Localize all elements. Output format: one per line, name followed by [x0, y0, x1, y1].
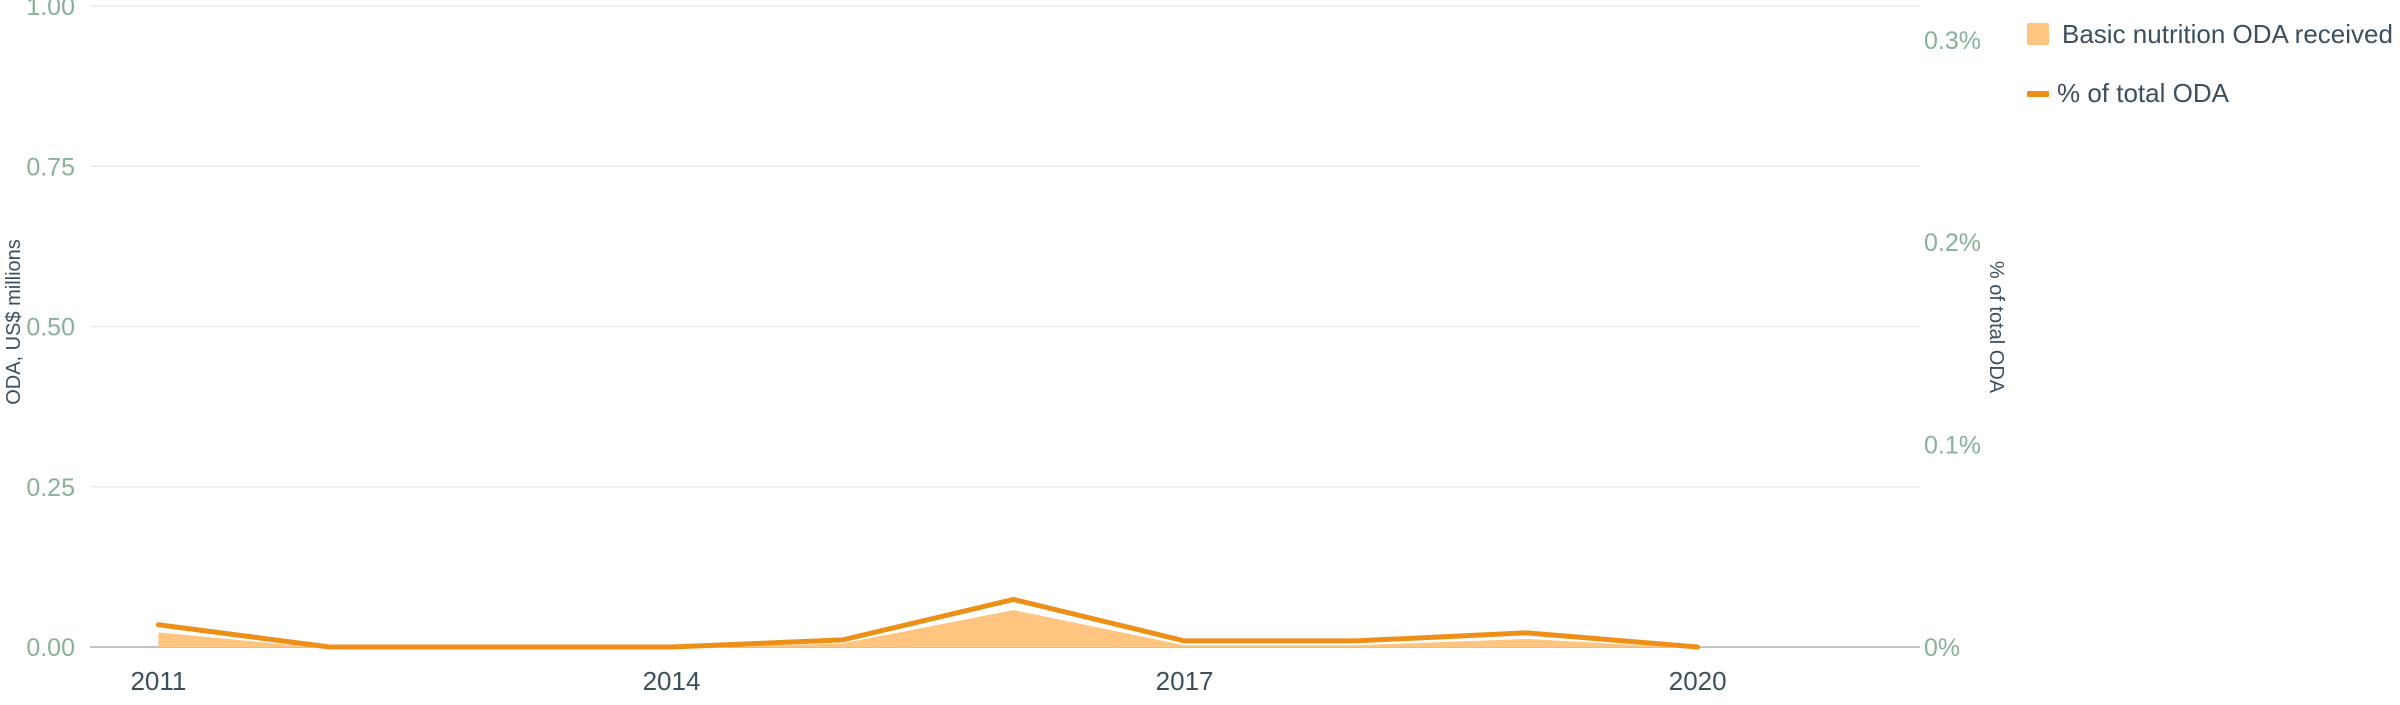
line-series	[148, 589, 1708, 657]
area-fill	[158, 608, 1698, 647]
line-point[interactable]	[490, 637, 510, 657]
legend-swatch-line	[2027, 91, 2049, 97]
right-axis-ticks: 0% 0.1% 0.2% 0.3%	[1924, 27, 1981, 662]
pct-line	[155, 596, 1701, 650]
x-tick-label: 2011	[130, 666, 186, 696]
line-point[interactable]	[1517, 623, 1537, 643]
legend-item-area[interactable]: Basic nutrition ODA received	[2027, 19, 2393, 49]
x-axis-ticks: 2011 2014 2017 2020	[130, 666, 1726, 696]
line-point[interactable]	[1688, 637, 1708, 657]
left-axis-title: ODA, US$ millions	[3, 239, 25, 405]
left-tick-label: 0.25	[26, 474, 75, 502]
line-point[interactable]	[1346, 631, 1366, 651]
left-tick-label: 0.00	[26, 634, 75, 662]
grid	[90, 5, 1920, 648]
line-point[interactable]	[1175, 631, 1195, 651]
left-tick-label: 0.75	[26, 153, 75, 181]
x-tick-label: 2017	[1156, 666, 1214, 696]
left-axis-ticks: 0.00 0.25 0.50 0.75 1.00	[26, 0, 75, 662]
line-point[interactable]	[148, 615, 168, 635]
x-tick-label: 2020	[1669, 666, 1727, 696]
left-tick-label: 0.50	[26, 314, 75, 342]
x-tick-label: 2014	[643, 666, 701, 696]
line-point[interactable]	[833, 630, 853, 650]
left-tick-label: 1.00	[26, 0, 75, 21]
line-point[interactable]	[1004, 589, 1024, 609]
legend-label-line: % of total ODA	[2057, 78, 2230, 108]
legend-swatch-area	[2027, 23, 2049, 45]
line-point[interactable]	[319, 637, 339, 657]
legend-item-line[interactable]: % of total ODA	[2027, 78, 2230, 108]
legend[interactable]: Basic nutrition ODA received % of total …	[2027, 19, 2393, 108]
legend-label-area: Basic nutrition ODA received	[2062, 19, 2393, 49]
right-tick-label: 0%	[1924, 634, 1960, 662]
right-tick-label: 0.3%	[1924, 27, 1981, 55]
right-tick-label: 0.1%	[1924, 432, 1981, 460]
line-point[interactable]	[661, 637, 681, 657]
right-tick-label: 0.2%	[1924, 229, 1981, 257]
right-axis-title: % of total ODA	[1985, 261, 2007, 394]
